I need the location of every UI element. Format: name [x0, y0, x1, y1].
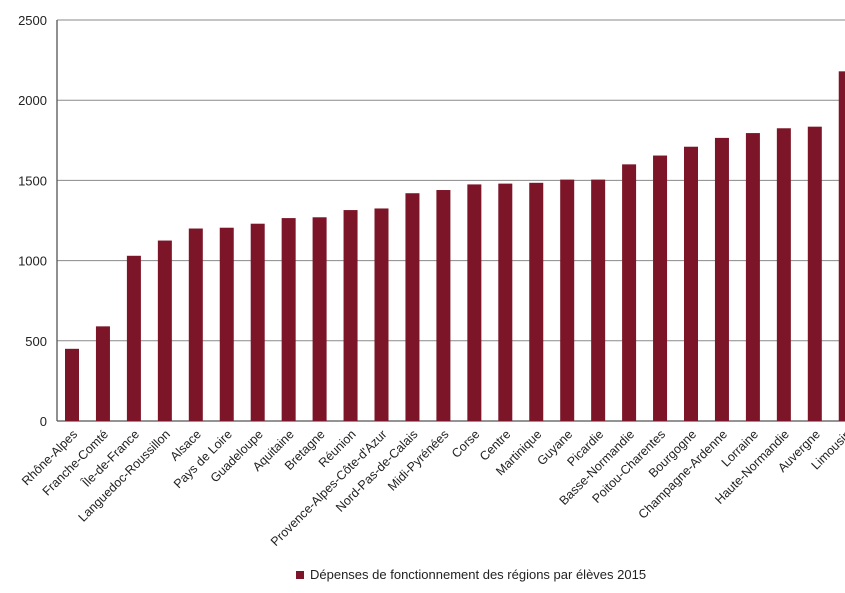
- bar: [95, 326, 110, 421]
- y-tick-label: 1500: [18, 173, 47, 188]
- bar: [653, 155, 668, 422]
- bar: [188, 228, 203, 421]
- gridlines: [57, 19, 845, 422]
- bar: [126, 255, 141, 421]
- bar: [684, 146, 698, 421]
- bar: [776, 128, 791, 421]
- bar: [745, 133, 760, 421]
- bar: [560, 179, 575, 421]
- y-tick-label: 0: [40, 414, 47, 429]
- y-axis-tick-labels: 0 500 1000 1500 2000 2500: [18, 13, 47, 429]
- legend-swatch: [296, 570, 304, 579]
- bar: [807, 126, 822, 422]
- x-tick-label: Corse: [449, 427, 483, 461]
- bar: [312, 217, 327, 421]
- bar: [65, 348, 79, 421]
- bar: [529, 182, 544, 421]
- bar: [498, 183, 513, 421]
- bar: [281, 218, 296, 421]
- legend-label: Dépenses de fonctionnement des régions p…: [310, 567, 647, 582]
- bar: [714, 137, 729, 421]
- bar: [622, 164, 637, 422]
- x-axis-tick-labels: Rhône-AlpesFranche-ComtéÎle-de-FranceLan…: [19, 426, 845, 548]
- bar: [157, 240, 172, 421]
- legend: Dépenses de fonctionnement des régions p…: [296, 567, 646, 582]
- bar: [343, 210, 358, 421]
- bar: [374, 208, 389, 421]
- bar: [405, 193, 420, 421]
- bars: [65, 71, 845, 422]
- bar: [250, 223, 265, 421]
- bar: [219, 227, 234, 421]
- y-tick-label: 2500: [18, 13, 47, 28]
- bar: [436, 190, 451, 421]
- bar: [838, 71, 845, 421]
- y-tick-label: 500: [25, 334, 47, 349]
- y-tick-label: 1000: [18, 254, 47, 269]
- y-tick-label: 2000: [18, 93, 47, 108]
- bar: [591, 179, 606, 421]
- bar: [467, 184, 482, 421]
